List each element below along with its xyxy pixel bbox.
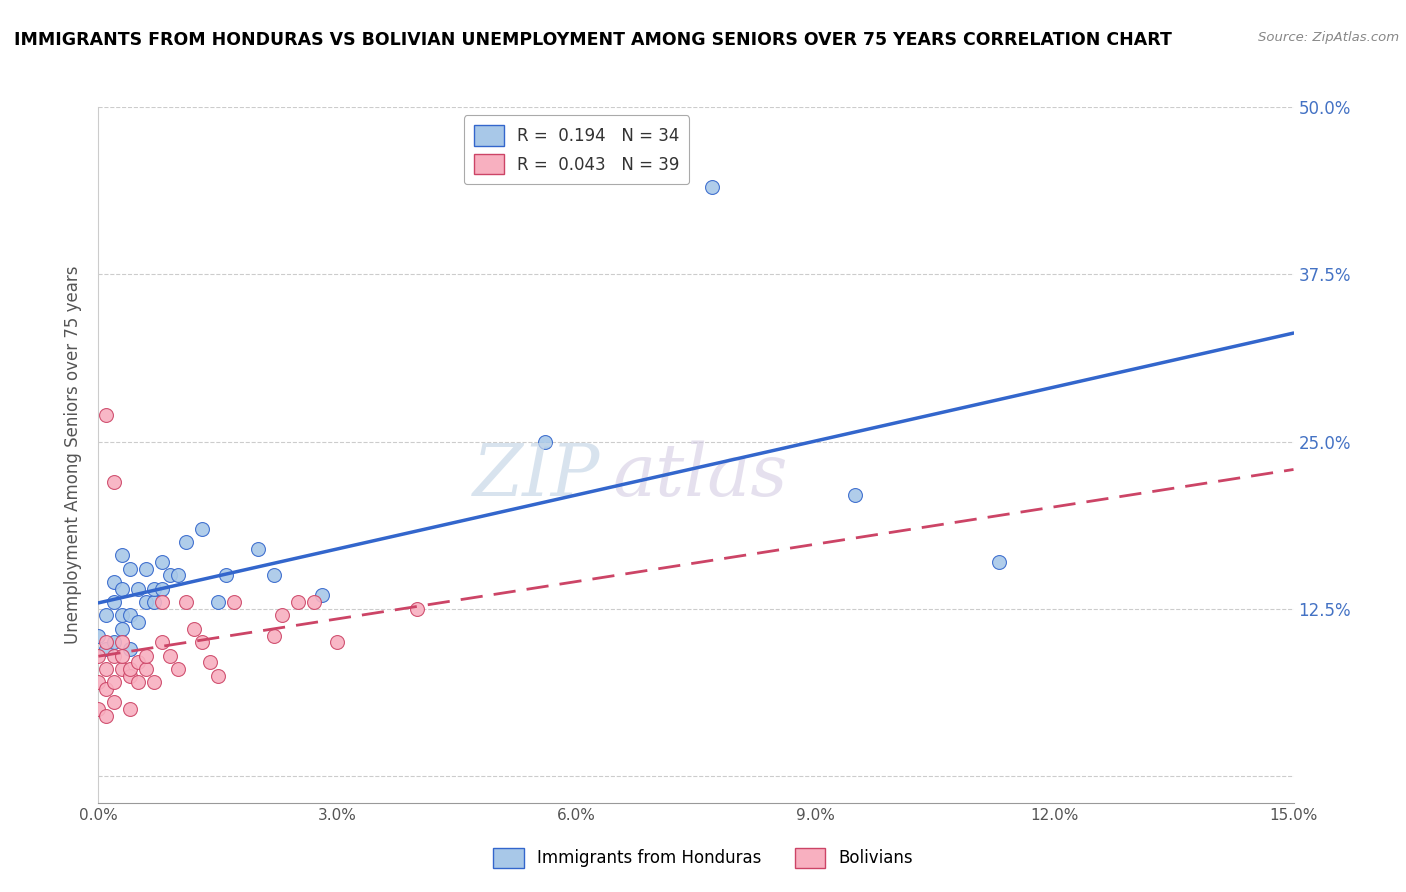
Point (127, 582, 149, 596)
Point (96, 708, 118, 723)
Point (150, 595, 173, 609)
Point (120, 608, 142, 623)
Point (700, 180, 723, 194)
Text: atlas: atlas (613, 441, 787, 511)
Point (311, 589, 333, 603)
Point (127, 675, 149, 690)
Point (159, 568, 181, 582)
Point (174, 535, 197, 549)
Point (111, 662, 134, 676)
Point (191, 635, 214, 649)
Point (103, 648, 125, 663)
Point (103, 475, 125, 489)
Point (96, 608, 118, 623)
Point (135, 648, 157, 663)
Point (87, 628, 110, 642)
Point (87, 648, 110, 663)
Point (135, 562, 157, 576)
Point (183, 622, 205, 636)
Point (167, 568, 190, 582)
Legend: R =  0.194   N = 34, R =  0.043   N = 39: R = 0.194 N = 34, R = 0.043 N = 39 (464, 115, 689, 185)
Point (103, 575, 125, 590)
Point (143, 675, 166, 690)
Point (120, 642, 142, 657)
Text: ZIP: ZIP (472, 441, 600, 511)
Point (111, 608, 134, 623)
Text: IMMIGRANTS FROM HONDURAS VS BOLIVIAN UNEMPLOYMENT AMONG SENIORS OVER 75 YEARS CO: IMMIGRANTS FROM HONDURAS VS BOLIVIAN UNE… (14, 31, 1173, 49)
Point (135, 595, 157, 609)
Point (103, 595, 125, 609)
Point (103, 675, 125, 690)
Point (207, 595, 229, 609)
Point (302, 595, 325, 609)
Point (120, 702, 142, 716)
Text: Source: ZipAtlas.com: Source: ZipAtlas.com (1258, 31, 1399, 45)
Point (127, 655, 149, 669)
Point (143, 582, 166, 596)
Point (96, 408, 118, 422)
Point (191, 521, 214, 535)
Point (263, 628, 285, 642)
Point (844, 488, 866, 502)
Point (246, 541, 269, 556)
Point (96, 681, 118, 696)
Point (111, 582, 134, 596)
Point (326, 635, 349, 649)
Point (103, 635, 125, 649)
Point (111, 548, 134, 563)
Point (406, 602, 429, 616)
Point (150, 635, 173, 649)
Point (222, 595, 245, 609)
Y-axis label: Unemployment Among Seniors over 75 years: Unemployment Among Seniors over 75 years (65, 266, 83, 644)
Point (533, 434, 555, 449)
Point (120, 662, 142, 676)
Point (143, 595, 166, 609)
Point (135, 662, 157, 676)
Point (120, 562, 142, 576)
Point (103, 696, 125, 710)
Point (987, 555, 1010, 569)
Point (111, 635, 134, 649)
Point (263, 568, 285, 582)
Point (111, 622, 134, 636)
Legend: Immigrants from Honduras, Bolivians: Immigrants from Honduras, Bolivians (486, 841, 920, 875)
Point (96, 662, 118, 676)
Point (174, 595, 197, 609)
Point (207, 669, 229, 683)
Point (120, 669, 142, 683)
Point (215, 568, 238, 582)
Point (96, 642, 118, 657)
Point (287, 595, 309, 609)
Point (87, 702, 110, 716)
Point (159, 648, 181, 663)
Point (150, 555, 173, 569)
Point (111, 648, 134, 663)
Point (270, 608, 292, 623)
Point (150, 582, 173, 596)
Point (127, 615, 149, 630)
Point (87, 675, 110, 690)
Point (198, 655, 221, 669)
Point (167, 662, 190, 676)
Point (96, 635, 118, 649)
